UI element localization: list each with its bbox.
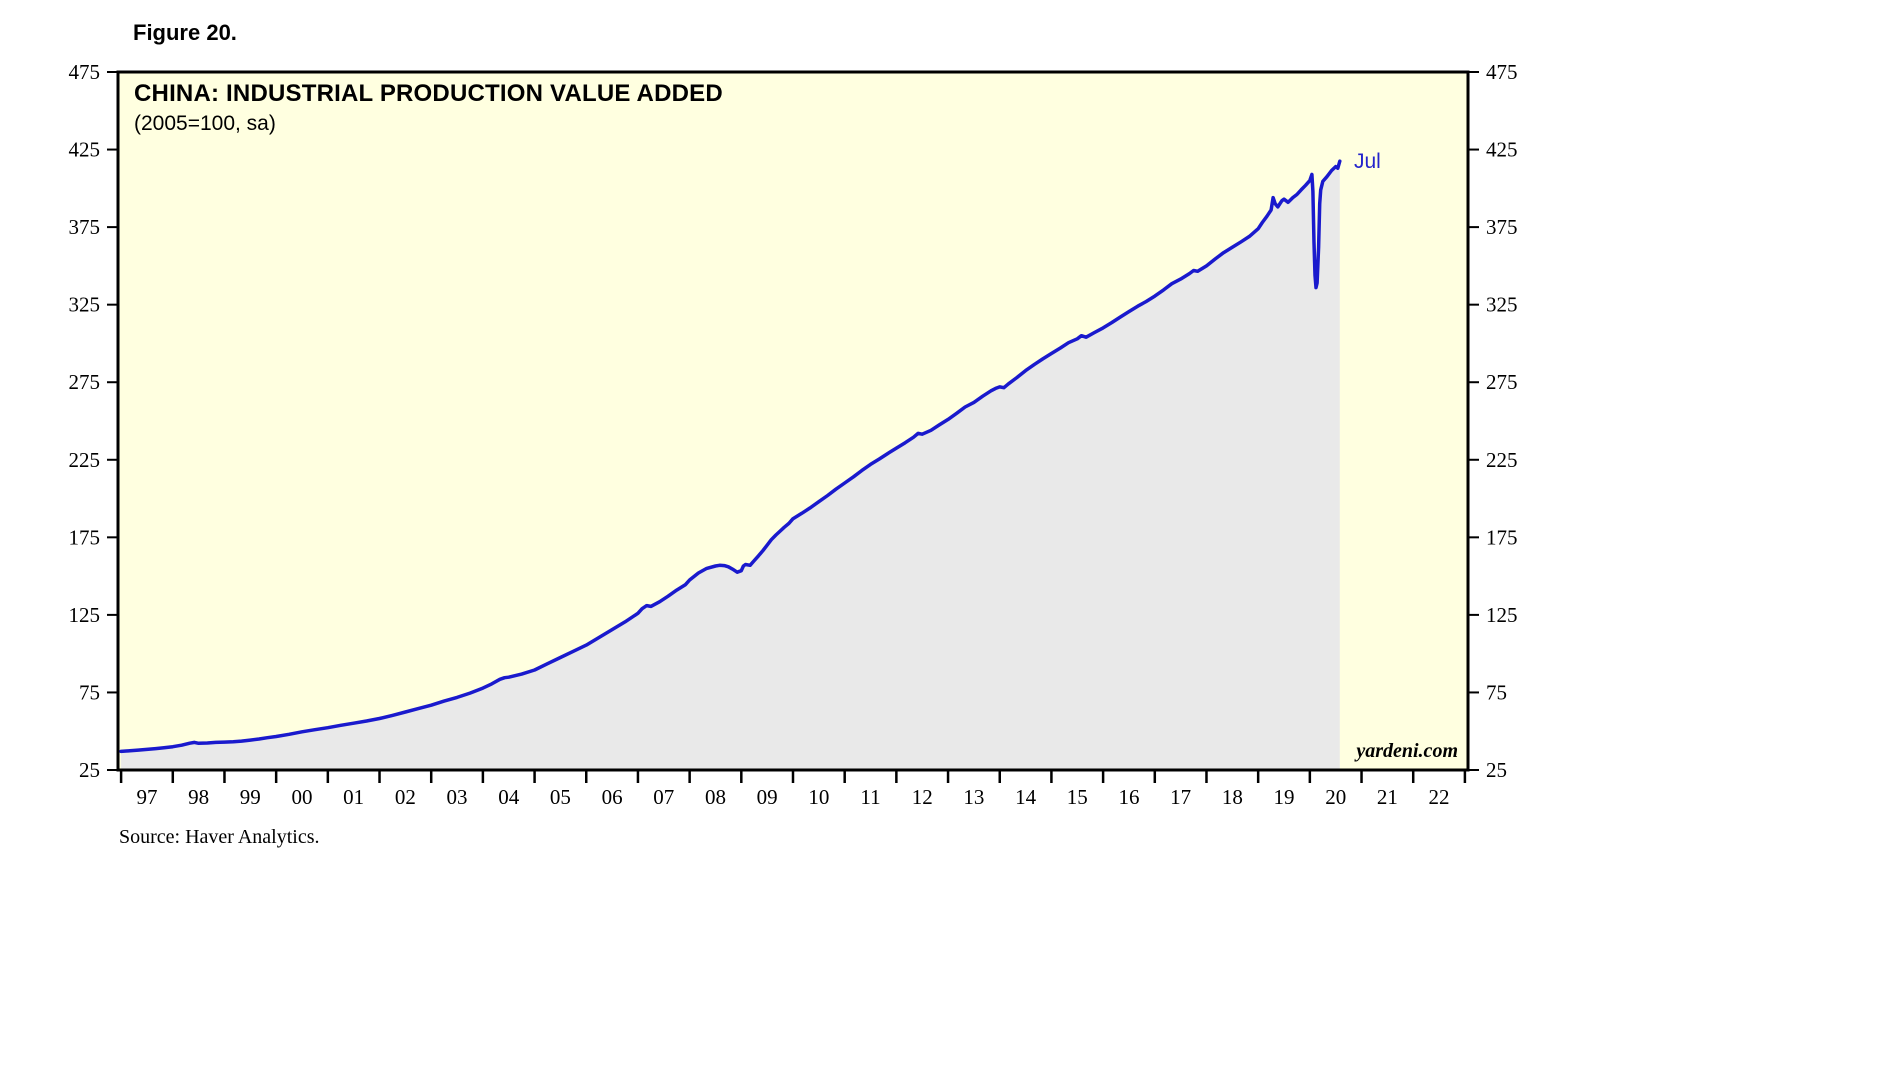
y-tick-label-left: 175 xyxy=(69,525,101,549)
y-tick-label-right: 225 xyxy=(1486,448,1518,472)
y-tick-label-left: 275 xyxy=(69,370,101,394)
x-tick-label: 07 xyxy=(653,785,674,809)
last-point-annotation: Jul xyxy=(1354,150,1381,173)
y-tick-label-left: 375 xyxy=(69,215,101,239)
y-tick-label-left: 125 xyxy=(69,603,101,627)
x-tick-label: 10 xyxy=(808,785,829,809)
series-area xyxy=(121,161,1340,770)
x-tick-label: 00 xyxy=(291,785,312,809)
x-tick-label: 09 xyxy=(757,785,778,809)
x-tick-label: 04 xyxy=(498,785,520,809)
y-tick-label-right: 425 xyxy=(1486,138,1518,162)
y-tick-label-right: 75 xyxy=(1486,680,1507,704)
y-tick-label-right: 125 xyxy=(1486,603,1518,627)
x-tick-label: 01 xyxy=(343,785,364,809)
x-tick-label: 17 xyxy=(1170,785,1191,809)
x-tick-label: 98 xyxy=(188,785,209,809)
x-tick-label: 97 xyxy=(136,785,157,809)
x-tick-label: 15 xyxy=(1067,785,1088,809)
x-tick-label: 12 xyxy=(912,785,933,809)
y-tick-label-right: 325 xyxy=(1486,293,1518,317)
chart-subtitle: (2005=100, sa) xyxy=(134,112,276,135)
x-tick-label: 05 xyxy=(550,785,571,809)
y-tick-label-right: 175 xyxy=(1486,525,1518,549)
y-tick-label-left: 225 xyxy=(69,448,101,472)
y-tick-label-left: 475 xyxy=(69,60,101,84)
y-tick-label-right: 375 xyxy=(1486,215,1518,239)
watermark-yardeni: yardeni.com xyxy=(1356,740,1458,762)
y-tick-label-left: 425 xyxy=(69,138,101,162)
x-tick-label: 19 xyxy=(1274,785,1295,809)
x-tick-label: 11 xyxy=(860,785,880,809)
x-tick-label: 99 xyxy=(240,785,261,809)
source-note: Source: Haver Analytics. xyxy=(119,826,320,848)
y-tick-label-left: 325 xyxy=(69,293,101,317)
y-tick-label-left: 25 xyxy=(79,758,100,782)
x-tick-label: 20 xyxy=(1325,785,1346,809)
chart-title: CHINA: INDUSTRIAL PRODUCTION VALUE ADDED xyxy=(134,80,723,107)
figure-label: Figure 20. xyxy=(133,20,237,45)
y-tick-label-left: 75 xyxy=(79,680,100,704)
y-tick-label-right: 475 xyxy=(1486,60,1518,84)
x-tick-label: 14 xyxy=(1015,785,1037,809)
x-tick-label: 02 xyxy=(395,785,416,809)
x-tick-label: 18 xyxy=(1222,785,1243,809)
y-tick-label-right: 275 xyxy=(1486,370,1518,394)
x-tick-label: 22 xyxy=(1429,785,1450,809)
x-tick-label: 16 xyxy=(1118,785,1139,809)
series-line xyxy=(119,159,1342,754)
x-tick-label: 03 xyxy=(447,785,468,809)
y-tick-label-right: 25 xyxy=(1486,758,1507,782)
plot-border xyxy=(116,70,1470,772)
x-tick-label: 08 xyxy=(705,785,726,809)
x-tick-label: 21 xyxy=(1377,785,1398,809)
x-tick-label: 06 xyxy=(602,785,623,809)
x-tick-label: 13 xyxy=(963,785,984,809)
